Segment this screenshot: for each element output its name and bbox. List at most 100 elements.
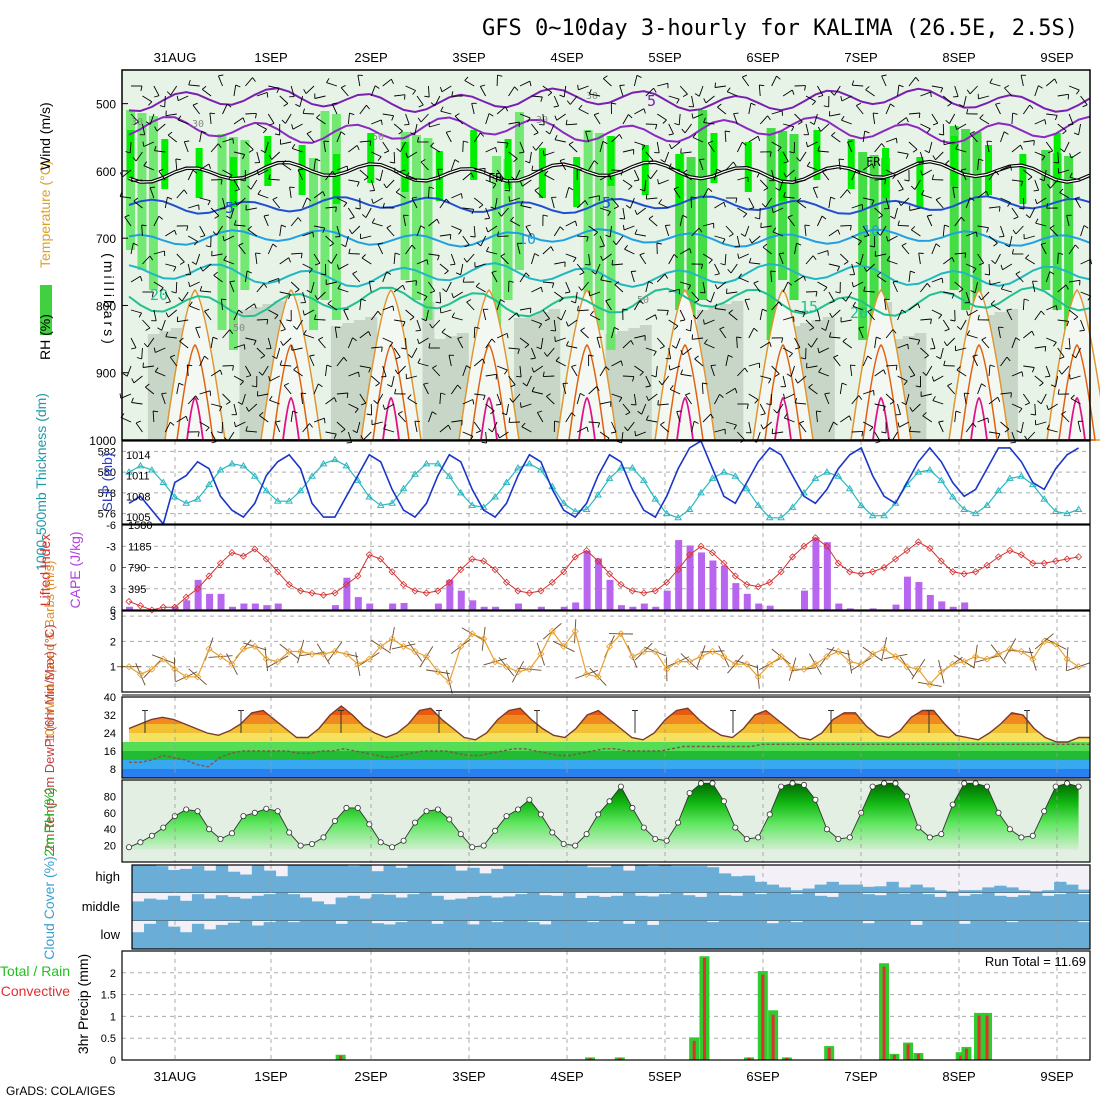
wind-barb-flag	[857, 240, 862, 246]
thickness-point	[182, 499, 191, 506]
wind-barb	[771, 110, 783, 115]
wind-barb	[714, 235, 726, 240]
wind-barb	[142, 365, 154, 368]
wind-barb-flag	[1060, 148, 1065, 153]
lifted-index-point	[628, 587, 636, 595]
wind-barb	[1057, 252, 1059, 265]
cloud-bar-middle	[467, 896, 480, 921]
wind-barb	[141, 347, 143, 360]
wind-barb	[510, 220, 521, 227]
wind-barb-flag	[219, 406, 223, 412]
wind-barb	[885, 169, 897, 176]
cape-bar	[595, 558, 603, 610]
wind-barb-flag	[871, 163, 875, 169]
wind-barb-flag	[605, 298, 611, 302]
wind-barb-flag	[594, 112, 600, 116]
thickness-point	[434, 459, 442, 467]
wind-barb-flag	[838, 158, 844, 161]
wind-barb	[817, 85, 824, 96]
cape-bar	[961, 602, 969, 610]
wind-barb-flag	[320, 273, 326, 276]
lifted-index-point	[182, 593, 190, 601]
wind-barb-flag	[208, 163, 212, 169]
wind-speed-point	[697, 652, 705, 661]
wind-speed-point	[1017, 647, 1025, 656]
cape-bar	[194, 579, 202, 610]
wind-barb	[920, 91, 931, 97]
lifted-index-point	[697, 542, 705, 550]
wind-barb	[748, 197, 755, 208]
wind-barb-flag	[268, 375, 271, 382]
lifted-index-point	[834, 559, 842, 567]
wind-barb-flag	[917, 303, 921, 309]
wind-speed-point	[354, 660, 362, 668]
wind-barb-flag	[575, 220, 578, 227]
wind-barb-flag	[728, 233, 734, 237]
wind-barb	[635, 431, 646, 437]
wind-barb	[519, 113, 531, 119]
cloud-bar-middle	[898, 893, 911, 921]
thickness-tick: 580	[98, 467, 116, 479]
wind-barb-flag	[951, 257, 955, 263]
wind-barb	[1034, 310, 1042, 321]
wind-barb	[416, 95, 424, 106]
rh-high-band	[573, 157, 581, 207]
wind-barb-flag	[559, 158, 565, 162]
wind-barb-flag	[202, 85, 207, 90]
wind-barb-flag	[851, 80, 855, 86]
wind-barb-flag	[807, 343, 812, 348]
wind-barb-flag	[892, 174, 897, 180]
wind-barb	[918, 253, 921, 265]
wind-barb	[912, 403, 921, 412]
wind-barb-flag	[189, 301, 193, 307]
rh-high-band	[538, 148, 546, 198]
wind-barb-flag	[349, 216, 355, 220]
wind-barb-flag	[407, 354, 413, 359]
cloud-bar-middle	[958, 895, 971, 921]
rh-point	[400, 837, 407, 844]
wind-barb-flag	[947, 102, 952, 107]
wind-barb-flag	[233, 220, 237, 226]
wind-barb	[875, 253, 887, 257]
wind-barb	[133, 375, 143, 384]
rh-point	[812, 796, 819, 803]
wind-barb	[633, 75, 638, 87]
cloud-level-label: high	[95, 869, 120, 884]
wind-barb-flag	[932, 122, 938, 126]
wind-barb	[851, 430, 863, 433]
cloud-bar-low	[766, 923, 780, 949]
rh-point	[755, 834, 762, 841]
cloud-bar-high	[922, 887, 935, 893]
wind-barb	[805, 123, 810, 135]
wind-barb-flag	[329, 243, 334, 247]
wind-barb	[238, 245, 246, 255]
rh-point	[411, 819, 418, 826]
thickness-point	[960, 505, 969, 512]
lifted-index-point	[125, 597, 133, 606]
wind-barb-flag	[406, 172, 410, 178]
cape-bar	[480, 606, 488, 610]
wind-barb-flag	[322, 191, 326, 197]
wind-barb-flag	[402, 285, 406, 290]
wind-barb-flag	[274, 314, 279, 320]
cloud-bar-high	[515, 865, 528, 893]
wind-barb-flag	[577, 84, 579, 90]
wind-barb	[165, 336, 177, 339]
wind-barb	[506, 403, 509, 415]
wind-barb	[995, 103, 1001, 115]
wind-barb-flag	[637, 410, 642, 415]
wind-barb	[805, 255, 814, 265]
wind-barb-flag	[418, 104, 424, 108]
wind-barb-flag	[386, 271, 392, 275]
thickness-point	[1051, 507, 1060, 515]
cloud-bar-middle	[287, 894, 301, 921]
wind-barb-flag	[278, 278, 280, 284]
wind-barb	[245, 365, 252, 376]
cloud-bar-high	[994, 885, 1007, 893]
wind-barb	[668, 123, 674, 135]
wind-barb	[370, 85, 376, 97]
wind-barb-flag	[1044, 119, 1047, 125]
cape-bar	[263, 605, 271, 610]
thickness-point	[742, 484, 751, 492]
wind-barb	[728, 312, 738, 321]
